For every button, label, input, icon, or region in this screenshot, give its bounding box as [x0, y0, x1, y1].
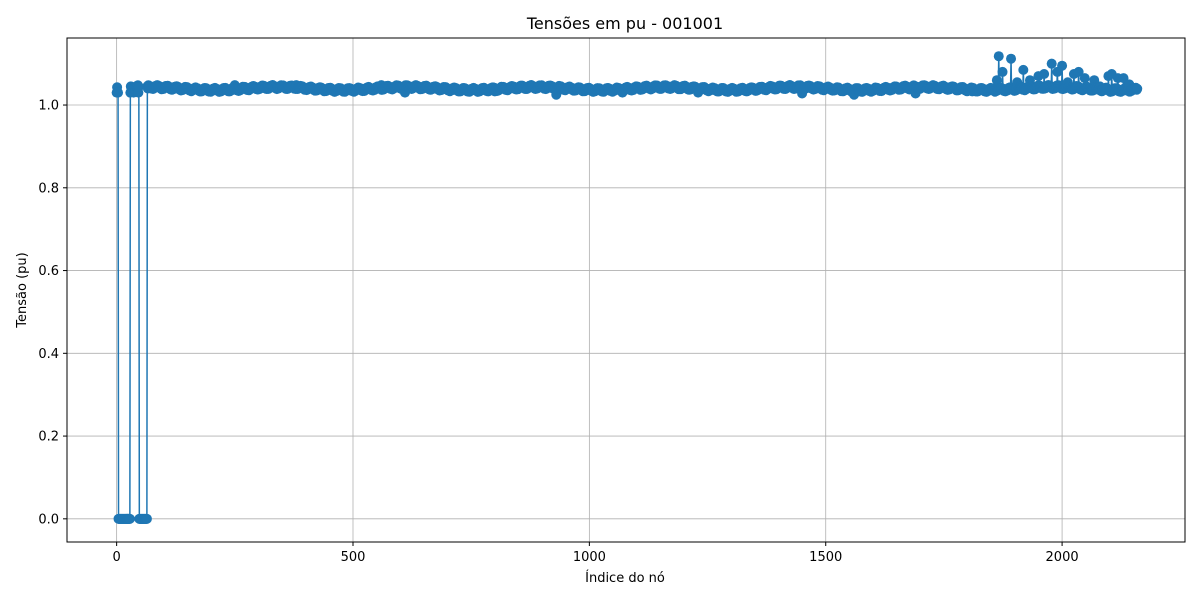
data-point — [997, 66, 1008, 77]
data-point — [1018, 64, 1029, 75]
series-line — [115, 56, 1138, 520]
plot-frame — [66, 37, 1186, 543]
y-tick-label: 0.8 — [38, 181, 59, 196]
y-tick-label: 0.2 — [38, 430, 59, 445]
y-tick-label: 0.0 — [38, 512, 59, 527]
data-point — [1132, 83, 1143, 94]
x-tick-label: 0 — [112, 550, 120, 565]
grid — [67, 38, 1185, 542]
data-point — [1079, 73, 1090, 84]
data-point — [1057, 60, 1068, 71]
x-axis-label: Índice do nó — [585, 570, 665, 586]
series-voltage — [111, 51, 1143, 524]
data-point — [991, 75, 1002, 86]
data-point — [124, 513, 135, 524]
data-point — [133, 81, 144, 92]
chart-title: Tensões em pu - 001001 — [526, 14, 723, 33]
y-tick-label: 1.0 — [38, 99, 59, 114]
data-point — [1073, 66, 1084, 77]
data-point — [993, 51, 1004, 62]
y-tick-label: 0.4 — [38, 347, 59, 362]
data-point — [1006, 53, 1017, 64]
data-point — [1039, 69, 1050, 79]
data-point — [113, 87, 124, 98]
x-tick-label: 2000 — [1046, 550, 1079, 565]
y-tick-label: 0.6 — [38, 264, 59, 279]
y-axis-label: Tensão (pu) — [15, 252, 30, 328]
x-tick-label: 1500 — [809, 550, 842, 565]
data-point — [1046, 58, 1057, 69]
x-tick-label: 500 — [341, 550, 366, 565]
data-point — [141, 513, 152, 524]
axes: 0 500 1000 1500 2000 0.0 0.2 0.4 0.6 0.8 1.0 — [38, 37, 1186, 565]
x-tick-label: 1000 — [573, 550, 606, 565]
